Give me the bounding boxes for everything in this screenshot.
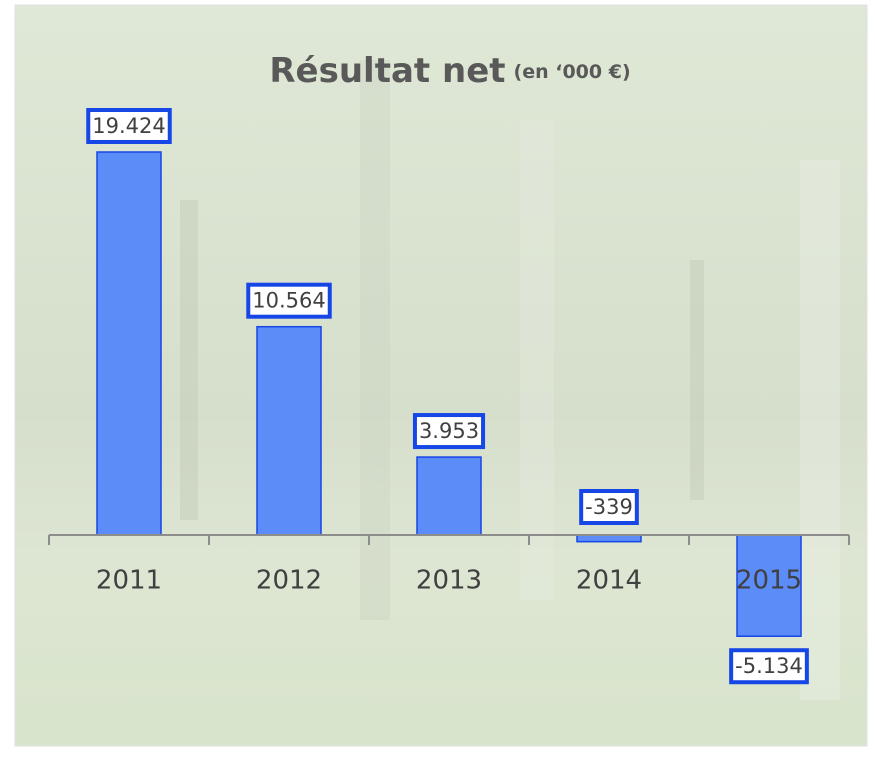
bar <box>417 457 481 535</box>
x-tick-label: 2013 <box>416 566 482 596</box>
page: Résultat net (en ‘000 €) 2011 2012 2013 2014… <box>0 0 875 761</box>
x-tick-label: 2014 <box>576 566 642 596</box>
data-label: 3.953 <box>415 415 483 447</box>
chart: Résultat net (en ‘000 €) 2011 2012 2013 2014… <box>0 0 875 761</box>
data-label: 10.564 <box>248 285 329 317</box>
data-label: 19.424 <box>88 110 169 142</box>
data-label-text: -5.134 <box>735 654 803 678</box>
data-label-text: 3.953 <box>419 419 479 443</box>
x-tick-label: 2012 <box>256 566 322 596</box>
x-tick-label: 2011 <box>96 566 162 596</box>
title: Résultat net <box>269 51 505 91</box>
bar <box>97 152 161 535</box>
data-label-text: -339 <box>585 495 633 519</box>
data-label: -5.134 <box>731 650 807 682</box>
data-label-text: 19.424 <box>92 114 165 138</box>
bar <box>257 327 321 535</box>
data-label-text: 10.564 <box>252 289 325 313</box>
subtitle: (en ‘000 €) <box>514 61 631 83</box>
x-tick-label: 2015 <box>736 566 802 596</box>
data-label: -339 <box>581 491 637 523</box>
bar <box>577 535 641 542</box>
